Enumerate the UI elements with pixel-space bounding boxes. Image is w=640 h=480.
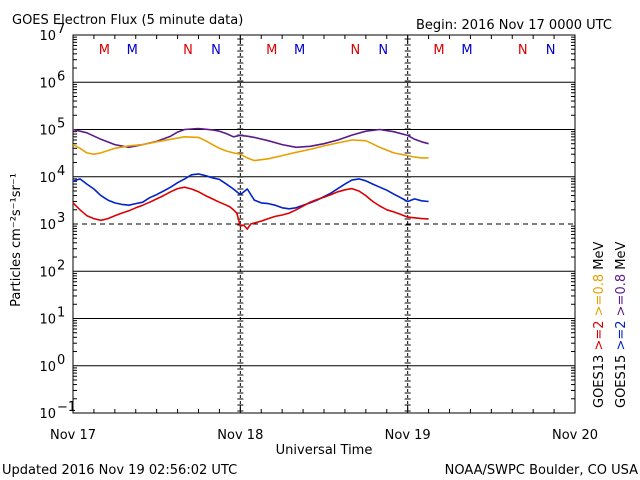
y-tick-exponent: 1 (57, 306, 65, 321)
marker-label: M (461, 43, 472, 58)
legend-text: GOES15 >=2 >=0.8 MeV (614, 242, 629, 408)
x-tick-label: Nov 18 (217, 428, 263, 443)
x-tick-label: Nov 19 (385, 428, 431, 443)
legend-part: >=0.8 (614, 274, 629, 321)
x-axis-ticks: Nov 17 Nov 18 Nov 19 Nov 20 (50, 35, 598, 443)
y-tick-exponent: 7 (57, 22, 65, 37)
y-tick-label: 10 (39, 265, 56, 280)
y-tick-exponent: 0 (57, 353, 65, 368)
legend-part: GOES13 (592, 355, 607, 408)
y-tick-label: 10 (39, 29, 56, 44)
y-tick-label: 10 (39, 124, 56, 139)
x-tick-label: Nov 20 (552, 428, 598, 443)
y-tick-exponent: 4 (57, 164, 65, 179)
marker-label: M (433, 43, 444, 58)
flux-series (72, 127, 429, 230)
legend-entry: GOES13 >=2 >=0.8 MeV (592, 242, 607, 408)
y-tick-exponent: 6 (57, 69, 65, 84)
day-dividers (237, 35, 411, 413)
marker-label: N (211, 43, 221, 58)
y-tick-exponent: −1 (57, 400, 76, 415)
marker-label: M (294, 43, 305, 58)
y-axis-label: Particles cm⁻²s⁻¹sr⁻¹ (9, 173, 24, 307)
marker-label: M (266, 43, 277, 58)
series-line-4 (72, 186, 429, 230)
legend-entry: GOES15 >=2 >=0.8 MeV (614, 242, 629, 408)
grid-lines (73, 81, 575, 367)
y-tick-exponent: 3 (57, 211, 65, 226)
marker-label: N (378, 43, 388, 58)
legend-part: MeV (592, 242, 607, 274)
marker-label: N (546, 43, 556, 58)
marker-label: N (183, 43, 193, 58)
legend-part: >=0.8 (592, 274, 607, 321)
y-tick-exponent: 2 (57, 258, 65, 273)
legend-part: >=2 (614, 320, 629, 354)
y-tick-label: 10 (39, 360, 56, 375)
marker-label: N (351, 43, 361, 58)
credit-text: NOAA/SWPC Boulder, CO USA (445, 463, 638, 478)
y-tick-exponent: 5 (57, 117, 65, 132)
y-tick-label: 10 (39, 313, 56, 328)
x-tick-label: Nov 17 (50, 428, 96, 443)
y-tick-label: 10 (39, 171, 56, 186)
x-axis-label: Universal Time (276, 443, 373, 458)
legend-part: MeV (614, 242, 629, 274)
marker-label: M (127, 43, 138, 58)
y-tick-label: 10 (39, 407, 56, 422)
series-line-3 (72, 173, 429, 210)
chart-title: GOES Electron Flux (5 minute data) (12, 13, 243, 28)
begin-label: Begin: 2016 Nov 17 0000 UTC (416, 18, 612, 33)
series-line-2 (72, 136, 429, 162)
y-tick-label: 10 (39, 218, 56, 233)
legend-part: >=2 (592, 320, 607, 354)
legend-part: GOES15 (614, 355, 629, 408)
updated-text: Updated 2016 Nov 19 02:56:02 UTC (2, 463, 237, 478)
legend-text: GOES13 >=2 >=0.8 MeV (592, 242, 607, 408)
y-tick-label: 10 (39, 76, 56, 91)
marker-label: M (99, 43, 110, 58)
marker-label: N (518, 43, 528, 58)
